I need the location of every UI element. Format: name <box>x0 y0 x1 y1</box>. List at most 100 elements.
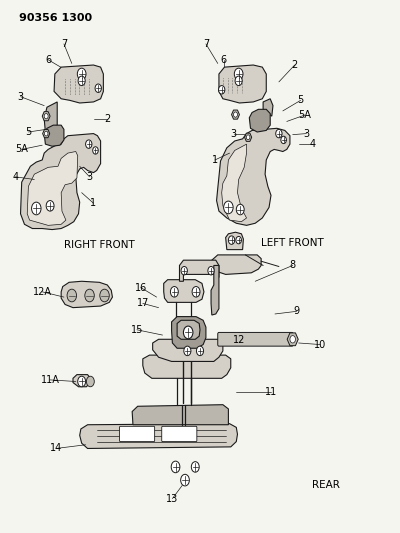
Text: 12A: 12A <box>33 287 52 297</box>
Text: 4: 4 <box>12 172 18 182</box>
Text: LEFT FRONT: LEFT FRONT <box>261 238 324 248</box>
Circle shape <box>228 236 235 244</box>
Circle shape <box>236 204 244 215</box>
Text: 12: 12 <box>233 335 246 345</box>
Text: 5A: 5A <box>298 110 311 120</box>
Text: 4: 4 <box>309 139 316 149</box>
Polygon shape <box>244 133 252 141</box>
Polygon shape <box>177 320 200 340</box>
Circle shape <box>170 287 178 297</box>
Circle shape <box>67 289 76 302</box>
Circle shape <box>44 131 48 136</box>
Circle shape <box>234 112 238 117</box>
Polygon shape <box>287 333 298 346</box>
Polygon shape <box>219 65 266 103</box>
Text: 15: 15 <box>131 325 143 335</box>
Text: REAR: REAR <box>312 480 340 490</box>
Circle shape <box>191 462 199 472</box>
Text: 11: 11 <box>265 387 277 397</box>
Circle shape <box>276 130 282 138</box>
Circle shape <box>85 289 94 302</box>
Text: 3: 3 <box>304 128 310 139</box>
Polygon shape <box>143 355 231 378</box>
Polygon shape <box>222 144 246 222</box>
Text: 1: 1 <box>90 198 96 208</box>
Circle shape <box>218 86 225 94</box>
Polygon shape <box>180 260 219 281</box>
Text: 7: 7 <box>203 39 209 49</box>
Text: 13: 13 <box>166 494 178 504</box>
Polygon shape <box>80 424 238 448</box>
Polygon shape <box>164 280 204 302</box>
Circle shape <box>184 346 191 356</box>
Text: 17: 17 <box>137 298 149 309</box>
Circle shape <box>77 68 86 80</box>
Circle shape <box>196 346 204 356</box>
Circle shape <box>184 326 193 339</box>
Polygon shape <box>44 102 57 132</box>
Circle shape <box>208 266 214 275</box>
Polygon shape <box>73 375 90 387</box>
Circle shape <box>46 200 54 211</box>
Circle shape <box>78 76 85 86</box>
Text: 10: 10 <box>314 340 326 350</box>
Circle shape <box>181 266 187 275</box>
Text: 3: 3 <box>230 128 236 139</box>
Circle shape <box>95 84 101 92</box>
Text: 16: 16 <box>135 282 147 293</box>
Text: 90356 1300: 90356 1300 <box>18 13 92 22</box>
Circle shape <box>32 202 41 215</box>
Circle shape <box>86 376 94 387</box>
Polygon shape <box>211 265 219 315</box>
Text: 9: 9 <box>294 306 300 316</box>
Text: 3: 3 <box>18 92 24 102</box>
Polygon shape <box>61 281 112 308</box>
Circle shape <box>86 140 92 148</box>
Text: RIGHT FRONT: RIGHT FRONT <box>64 240 135 251</box>
Text: 2: 2 <box>104 114 110 124</box>
Circle shape <box>290 336 296 343</box>
FancyBboxPatch shape <box>218 333 293 346</box>
Circle shape <box>171 461 180 473</box>
Polygon shape <box>132 405 228 425</box>
Circle shape <box>224 201 233 214</box>
Circle shape <box>78 376 86 387</box>
Polygon shape <box>54 65 103 103</box>
Text: 7: 7 <box>61 39 67 49</box>
Text: 6: 6 <box>221 55 227 64</box>
Text: 3: 3 <box>86 172 93 182</box>
Text: 11A: 11A <box>41 375 60 385</box>
Text: 8: 8 <box>290 261 296 270</box>
Text: 5A: 5A <box>15 144 28 155</box>
Polygon shape <box>263 99 273 116</box>
Polygon shape <box>153 340 223 361</box>
Polygon shape <box>43 130 50 138</box>
Circle shape <box>246 135 250 140</box>
Polygon shape <box>44 125 64 146</box>
Polygon shape <box>226 232 243 249</box>
Polygon shape <box>42 111 50 121</box>
Circle shape <box>181 474 189 486</box>
Polygon shape <box>232 110 240 119</box>
Circle shape <box>235 76 242 86</box>
FancyBboxPatch shape <box>120 426 155 442</box>
Text: 5: 5 <box>25 127 32 137</box>
Polygon shape <box>20 134 101 230</box>
FancyBboxPatch shape <box>162 426 197 442</box>
Text: 14: 14 <box>50 443 62 454</box>
Circle shape <box>192 287 200 297</box>
Circle shape <box>236 237 242 244</box>
Text: 2: 2 <box>292 60 298 70</box>
Text: 1: 1 <box>212 155 218 165</box>
Circle shape <box>100 289 109 302</box>
Polygon shape <box>27 151 78 225</box>
Circle shape <box>44 114 48 119</box>
Polygon shape <box>212 255 261 274</box>
Text: 6: 6 <box>45 55 51 64</box>
Polygon shape <box>172 317 206 348</box>
Circle shape <box>281 136 286 143</box>
Polygon shape <box>249 109 270 132</box>
Polygon shape <box>216 128 290 225</box>
Circle shape <box>93 147 98 154</box>
Circle shape <box>234 68 243 80</box>
